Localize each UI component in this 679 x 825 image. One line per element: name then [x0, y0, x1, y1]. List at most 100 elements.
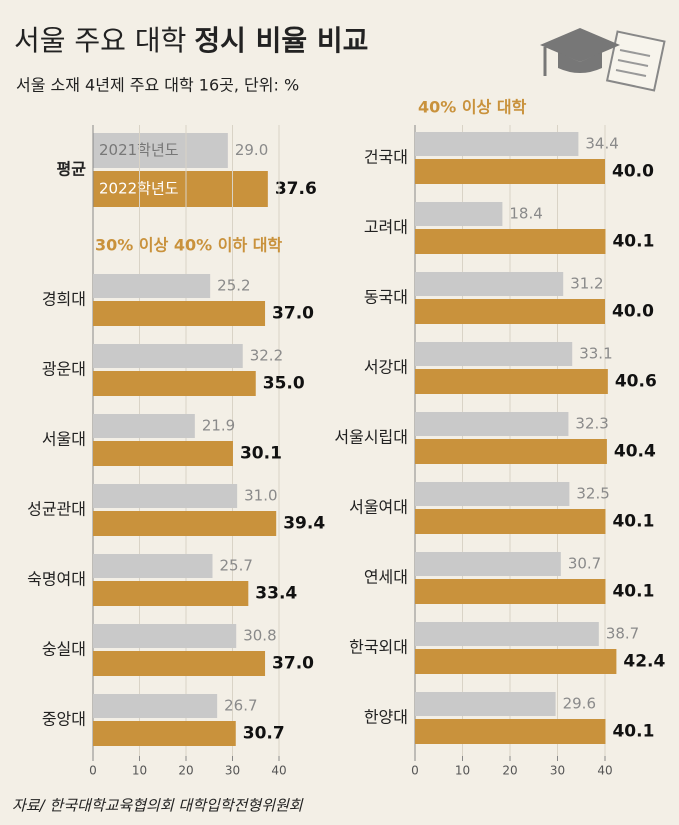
bar — [93, 414, 195, 438]
category-label: 경희대 — [42, 290, 86, 309]
category-label: 연세대 — [364, 568, 408, 587]
bar — [415, 272, 564, 296]
value-label: 33.1 — [579, 345, 612, 363]
category-label: 서울대 — [42, 430, 86, 449]
category-label: 서강대 — [364, 358, 408, 377]
value-label: 40.1 — [612, 512, 654, 532]
bar — [415, 719, 606, 744]
bar — [415, 132, 579, 156]
value-label: 29.6 — [563, 695, 596, 713]
bar — [415, 229, 606, 254]
x-tick-label: 0 — [89, 764, 97, 778]
category-label: 숭실대 — [42, 640, 86, 659]
x-tick-label: 40 — [597, 764, 612, 778]
value-label: 18.4 — [509, 205, 542, 223]
category-label: 고려대 — [364, 218, 408, 237]
category-label: 광운대 — [42, 360, 86, 379]
legend-label: 2021학년도 — [99, 141, 179, 159]
category-label: 동국대 — [364, 288, 408, 307]
value-label: 32.3 — [575, 415, 608, 433]
category-label: 숙명여대 — [27, 570, 86, 589]
value-label: 32.5 — [576, 485, 609, 503]
value-label: 30.7 — [568, 555, 601, 573]
section-title: 30% 이상 40% 이하 대학 — [95, 236, 282, 255]
value-label: 31.2 — [570, 275, 603, 293]
bar — [93, 651, 266, 676]
value-label: 40.0 — [612, 302, 654, 322]
title-bold: 정시 비율 비교 — [194, 24, 368, 57]
value-label: 31.0 — [244, 487, 277, 505]
bar — [415, 369, 608, 394]
x-tick-label: 10 — [455, 764, 470, 778]
bar — [415, 202, 503, 226]
bar — [93, 133, 228, 168]
title-light: 서울 주요 대학 — [14, 24, 186, 57]
value-label: 30.8 — [243, 627, 276, 645]
section-title: 40% 이상 대학 — [418, 98, 527, 117]
category-label: 서울시립대 — [334, 428, 408, 447]
category-label: 건국대 — [364, 148, 408, 167]
value-label: 40.0 — [612, 162, 654, 182]
bar — [415, 439, 607, 464]
category-label: 중앙대 — [42, 710, 86, 729]
category-label: 성균관대 — [27, 500, 86, 519]
bar — [93, 171, 268, 207]
value-label: 38.7 — [606, 625, 639, 643]
bar — [93, 721, 236, 746]
legend-label: 2022학년도 — [99, 180, 179, 198]
x-tick-label: 20 — [502, 764, 517, 778]
bar — [93, 581, 249, 606]
value-label: 30.1 — [240, 444, 282, 464]
x-tick-label: 0 — [411, 764, 419, 778]
bar — [415, 412, 569, 436]
bar — [415, 692, 556, 716]
subtitle: 서울 소재 4년제 주요 대학 16곳, 단위: % — [16, 76, 299, 95]
bar — [415, 622, 599, 646]
category-label: 평균 — [57, 160, 87, 179]
title: 서울 주요 대학 정시 비율 비교 — [14, 24, 368, 57]
value-label: 30.7 — [243, 724, 285, 744]
bar — [415, 579, 606, 604]
value-label: 35.0 — [263, 374, 305, 394]
x-tick-label: 30 — [550, 764, 565, 778]
category-label: 한국외대 — [349, 638, 408, 657]
bar — [415, 299, 605, 324]
value-label: 26.7 — [224, 697, 257, 715]
bar — [415, 159, 605, 184]
bar — [93, 441, 233, 466]
x-tick-label: 40 — [271, 764, 286, 778]
source: 자료/ 한국대학교육협의회 대학입학전형위원회 — [12, 797, 304, 815]
cap-icon — [540, 28, 666, 92]
value-label: 29.0 — [235, 141, 268, 159]
x-tick-label: 20 — [178, 764, 193, 778]
bar — [93, 554, 213, 578]
value-label: 37.6 — [275, 179, 317, 199]
x-tick-label: 30 — [225, 764, 240, 778]
bar — [415, 649, 617, 674]
value-label: 25.2 — [217, 277, 250, 295]
bar — [415, 342, 573, 366]
bar — [415, 552, 561, 576]
bar — [93, 301, 266, 326]
category-label: 한양대 — [364, 708, 408, 727]
value-label: 33.4 — [255, 584, 297, 604]
bar — [93, 484, 238, 508]
value-label: 40.6 — [615, 372, 657, 392]
value-label: 42.4 — [623, 652, 665, 672]
bar — [93, 371, 256, 396]
value-label: 40.1 — [612, 722, 654, 742]
bar — [415, 509, 606, 534]
bar — [93, 274, 211, 298]
value-label: 37.0 — [272, 654, 314, 674]
value-label: 40.1 — [612, 582, 654, 602]
bar — [93, 344, 243, 368]
value-label: 32.2 — [250, 347, 283, 365]
value-label: 39.4 — [283, 514, 325, 534]
x-tick-label: 10 — [132, 764, 147, 778]
value-label: 40.4 — [614, 442, 656, 462]
value-label: 34.4 — [585, 135, 618, 153]
value-label: 37.0 — [272, 304, 314, 324]
bar — [415, 482, 570, 506]
bar — [93, 694, 218, 718]
